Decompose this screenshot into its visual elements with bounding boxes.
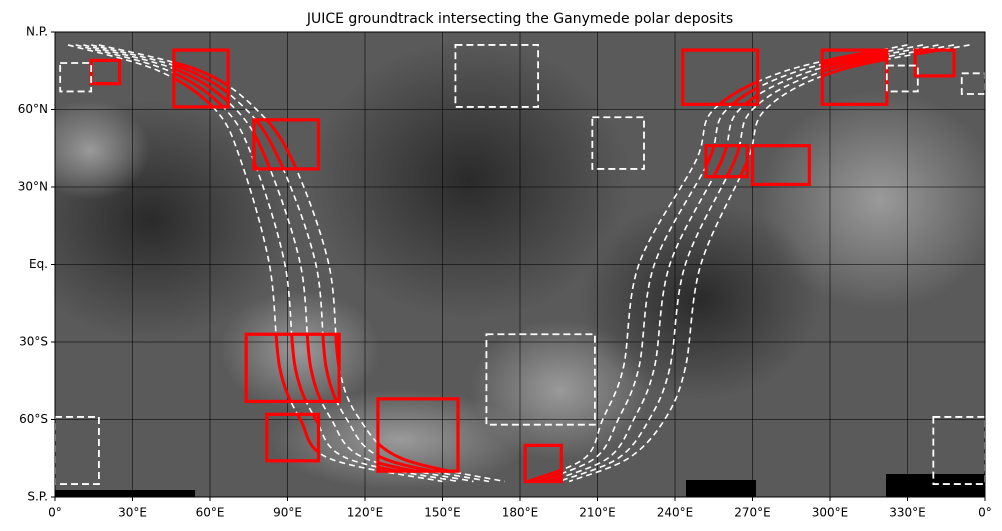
intersected-region: [265, 412, 321, 463]
x-tick-label: 300°E: [812, 506, 849, 520]
plot-frame: [54, 31, 986, 498]
x-tick-label: 180°E: [502, 506, 539, 520]
groundtrack: [527, 44, 908, 483]
y-tick-label: Eq.: [29, 257, 48, 271]
groundtrack: [537, 44, 924, 483]
groundtrack: [568, 44, 970, 483]
y-tick-label: 30°N: [18, 180, 48, 194]
deposit-region: [55, 416, 100, 485]
deposit-region: [454, 44, 539, 108]
groundtrack: [548, 44, 939, 483]
chart-title: JUICE groundtrack intersecting the Ganym…: [306, 11, 733, 27]
x-tick-label: 0°: [48, 506, 62, 520]
intersected-region: [523, 443, 563, 484]
x-tick-label: 0°: [978, 506, 992, 520]
x-tick-label: 60°E: [196, 506, 225, 520]
deposit-region: [485, 333, 596, 426]
deposit-region: [960, 72, 985, 95]
y-tick-label: N.P.: [26, 25, 48, 39]
groundtrack: [75, 44, 459, 483]
groundtrack: [558, 44, 955, 483]
deposit-region: [885, 64, 919, 93]
x-tick-label: 150°E: [424, 506, 461, 520]
x-tick-label: 90°E: [273, 506, 302, 520]
y-tick-label: 60°N: [18, 102, 48, 116]
y-tick-label: 60°S: [19, 412, 48, 426]
deposit-region: [59, 62, 93, 93]
intersected-region: [89, 58, 122, 86]
intersected-region: [750, 144, 811, 187]
x-tick-label: 330°E: [889, 506, 926, 520]
x-tick-label: 270°E: [734, 506, 771, 520]
y-tick-label: 30°S: [19, 335, 48, 349]
deposit-region: [932, 416, 985, 485]
intersected-region: [252, 118, 321, 171]
deposit-region: [591, 116, 645, 170]
x-tick-label: 120°E: [347, 506, 384, 520]
x-tick-label: 30°E: [118, 506, 147, 520]
x-tick-label: 210°E: [579, 506, 616, 520]
y-tick-label: S.P.: [27, 490, 48, 504]
x-tick-label: 240°E: [657, 506, 694, 520]
